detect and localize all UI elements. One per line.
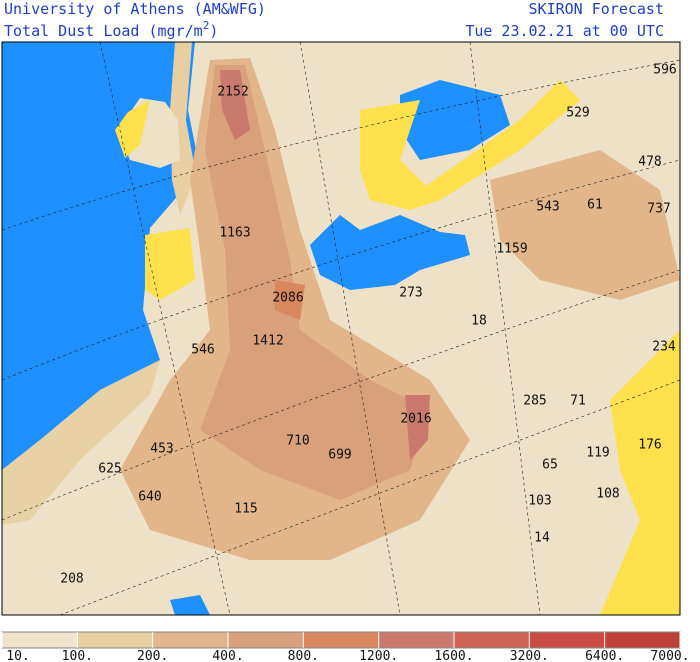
field-name: Total Dust Load (mgr/m [4,22,203,40]
dust-max [275,280,305,320]
field-close: ) [209,22,218,40]
map-value-label: 2016 [400,412,431,427]
map-value-label: 103 [528,494,551,509]
colorbar-segment [604,632,680,648]
colorbar-label: 3200. [510,649,549,662]
gulf-guinea [170,595,210,615]
map-value-label: 273 [399,286,422,301]
colorbar-label: 400. [212,649,243,662]
map-value-label: 2152 [217,85,248,100]
colorbar-label: 800. [288,649,319,662]
map-value-label: 61 [587,198,603,213]
map-value-label: 1163 [219,226,250,241]
colorbar: 10. 100. 200. 400. 800. 1200. 1600. 3200. 6400. 7… [1,631,690,662]
field-superscript: 2 [203,19,210,32]
map-value-label: 1159 [496,242,527,257]
map-value-label: 14 [534,531,550,546]
map-value-label: 710 [286,434,309,449]
map-value-label: 543 [536,200,559,215]
dust-plume-east [490,150,680,300]
colorbar-segment [2,632,78,648]
balkans-clear [360,100,440,210]
map-value-label: 208 [60,572,83,587]
east-clear [600,330,680,615]
map-value-label: 18 [471,314,487,329]
colorbar-label: 7000. [650,649,689,662]
map-value-label: 234 [652,340,676,355]
map-value-label: 596 [653,63,676,78]
iberia-clear [145,228,195,300]
map-value-label: 625 [98,462,121,477]
map-value-label: 478 [638,155,661,170]
map-value-label: 65 [542,458,558,473]
dust-max [220,70,250,140]
colorbar-segment [303,632,379,648]
valid-time: Tue 23.02.21 at 00 UTC [465,22,664,40]
map-frame [1,41,681,616]
black-sea [400,80,510,160]
map-value-label: 108 [596,487,619,502]
map-value-label: 529 [566,106,589,121]
ocean-dust [2,360,160,525]
field-title: Total Dust Load (mgr/m2) [4,19,218,40]
colorbar-label: 10. [6,649,29,662]
colorbar-segment [228,632,304,648]
map-value-label: 453 [150,442,173,457]
map-value-label: 176 [638,438,661,453]
dust-max [405,395,430,460]
map-value-label: 2086 [272,291,303,306]
graticule [2,42,680,615]
dust-core [200,65,430,500]
anatolia-clear [420,80,580,200]
colorbar-segment [529,632,605,648]
map-value-label: 546 [191,343,214,358]
map-value-label: 1412 [252,334,283,349]
map-value-label: 699 [328,448,351,463]
map-labels: 2152 1163 2086 1412 546 273 18 1159 543 61 737 529 4… [60,63,676,587]
map-value-label: 640 [138,490,161,505]
mediterranean [310,215,470,290]
colorbar-label: 1600. [434,649,473,662]
colorbar-label: 100. [62,649,93,662]
colorbar-label: 200. [137,649,168,662]
product-name: SKIRON Forecast [529,0,664,18]
map-value-label: 71 [570,394,586,409]
colorbar-segment [77,632,153,648]
colorbar-label: 6400. [585,649,624,662]
ocean-dust [170,42,196,215]
map [2,42,680,615]
map-value-label: 115 [234,502,257,517]
institution: University of Athens (AM&WFG) [4,0,266,18]
colorbar-label: 1200. [359,649,398,662]
map-value-label: 119 [586,446,609,461]
britain-clear [115,100,150,158]
colorbar-segment [378,632,454,648]
map-value-label: 737 [647,202,670,217]
map-value-label: 285 [523,394,546,409]
colorbar-segment [454,632,530,648]
colorbar-segment [152,632,228,648]
